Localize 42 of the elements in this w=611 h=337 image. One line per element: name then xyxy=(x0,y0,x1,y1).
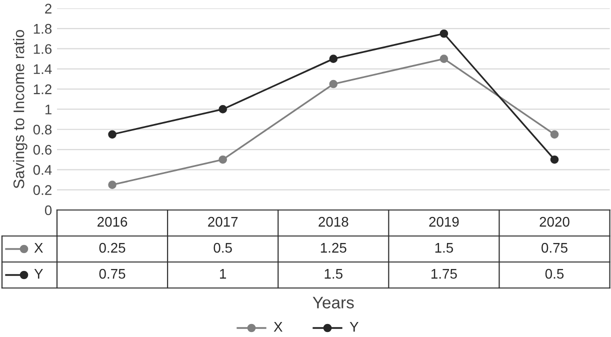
data-label: 1.5 xyxy=(435,243,454,253)
point xyxy=(329,80,338,88)
point xyxy=(108,180,116,189)
y-tick-label: 0.6 xyxy=(33,144,52,155)
x-tick-label: 2019 xyxy=(429,216,459,227)
y-axis-title: Savings to Income ratio xyxy=(13,30,28,188)
x-tick-label: 2017 xyxy=(208,216,238,227)
y-tick-label: 1.2 xyxy=(34,84,52,94)
y-tick-label: 0.8 xyxy=(33,124,52,135)
y-tick-label: 1.8 xyxy=(34,24,52,34)
point xyxy=(440,54,448,63)
data-label: 1.25 xyxy=(320,242,346,253)
text: X xyxy=(274,322,282,332)
legend-label: Y xyxy=(34,269,43,279)
x-tick-label: 2020 xyxy=(540,216,570,227)
y-tick-label: 0.2 xyxy=(33,185,52,196)
x-tick-label: 2018 xyxy=(318,216,348,227)
text: Y xyxy=(350,322,358,332)
legend-label: X xyxy=(34,243,43,253)
data-label: 0.5 xyxy=(545,268,564,279)
data-label: 1.5 xyxy=(324,269,342,279)
point xyxy=(550,155,559,164)
y-tick-label: 2 xyxy=(45,4,52,14)
point xyxy=(440,29,448,38)
y-tick-label: 1 xyxy=(45,104,52,114)
x-tick-label: 2016 xyxy=(98,216,128,227)
point xyxy=(108,130,116,139)
data-label: 0.5 xyxy=(214,242,232,253)
data-label: 0.75 xyxy=(99,268,126,279)
y-tick-label: 1.6 xyxy=(34,44,52,54)
point xyxy=(218,105,227,114)
y-tick-label: 0 xyxy=(44,205,52,216)
y-tick-label: 1.4 xyxy=(34,64,52,74)
data-label: 0.25 xyxy=(99,242,126,253)
point xyxy=(550,130,559,139)
data-label: 0.75 xyxy=(542,242,568,253)
data-label: 1.75 xyxy=(431,269,457,279)
data-label: 1 xyxy=(220,269,226,279)
point xyxy=(218,155,227,164)
x-axis-title: Years xyxy=(312,296,354,308)
y-tick-label: 0.4 xyxy=(33,165,52,175)
point xyxy=(329,54,338,63)
